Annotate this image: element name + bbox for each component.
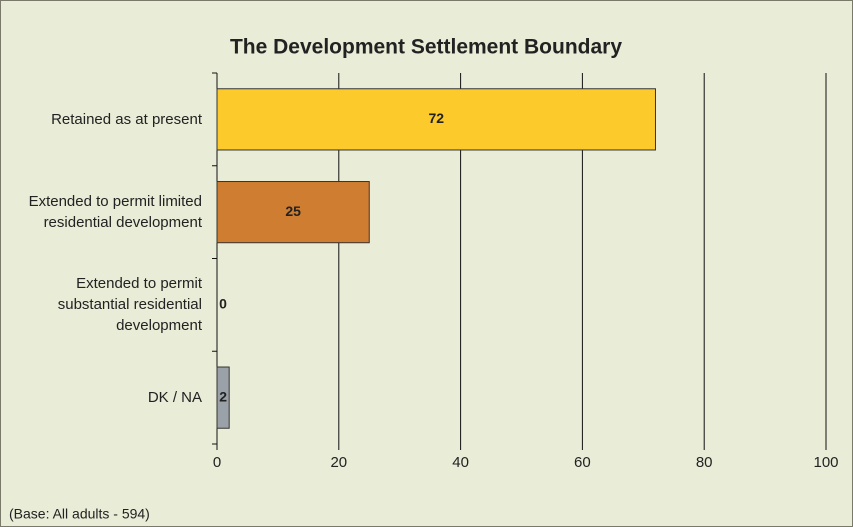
data-label: 72 — [428, 110, 444, 126]
data-label: 0 — [219, 296, 227, 312]
y-tick-label: Retained as at present — [51, 110, 202, 128]
data-label: 25 — [285, 203, 301, 219]
footnote: (Base: All adults - 594) — [9, 506, 150, 522]
x-tick-label: 100 — [813, 454, 838, 471]
bar — [216, 366, 230, 429]
x-tick-label: 40 — [452, 454, 469, 471]
x-tick-label: 80 — [696, 454, 713, 471]
chart-title: The Development Settlement Boundary — [230, 36, 622, 59]
data-label: 2 — [219, 388, 227, 404]
y-tick-label: Extended to permit limited residential d… — [28, 193, 202, 232]
bar — [216, 88, 656, 151]
x-tick-label: 0 — [213, 454, 221, 471]
y-tick-label: Extended to permit substantial residenti… — [57, 275, 202, 335]
x-tick-label: 20 — [330, 454, 347, 471]
bar — [216, 181, 370, 244]
x-tick-label: 60 — [574, 454, 591, 471]
y-tick-label: DK / NA — [147, 389, 202, 407]
